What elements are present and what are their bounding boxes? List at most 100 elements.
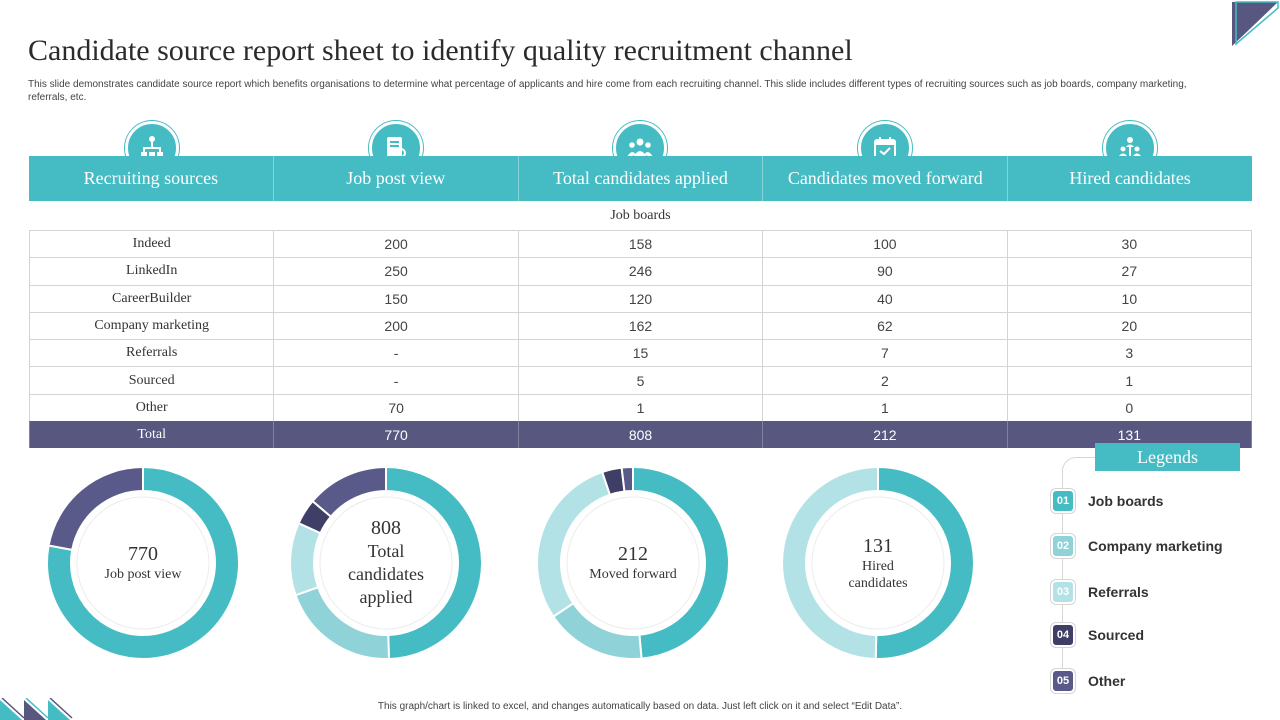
donut-chart-moved-forward: 212 Moved forward (535, 465, 731, 661)
total-cell: 212 (763, 421, 1008, 449)
header-hired-candidates: Hired candidates (1069, 168, 1191, 188)
header-total-candidates-applied: Total candidates applied (519, 156, 764, 201)
total-cell: 770 (274, 421, 519, 449)
donut-slice-other (47, 465, 144, 552)
table-cell: 162 (519, 312, 764, 340)
legend-connector (1062, 457, 1095, 687)
legend-item-sourced: 04 Sourced (1051, 623, 1144, 647)
table-row: Other 70 1 1 0 (29, 393, 1253, 422)
table-cell: 200 (274, 312, 519, 340)
table-cell: 150 (274, 285, 519, 312)
donut-slice-job-boards (46, 465, 240, 660)
section-label: Job boards (610, 207, 671, 223)
table-cell: 0 (1008, 394, 1253, 422)
donut-value: 808 (371, 517, 401, 539)
page-title: Candidate source report sheet to identif… (28, 34, 853, 67)
table-row: CareerBuilder 150 120 40 10 (29, 284, 1253, 312)
header-candidates-moved-forward: Candidates moved forward (763, 156, 1009, 201)
donut-slice-other (620, 465, 634, 493)
donut-chart-total-candidates-applied: 808 Total candidates applied (288, 465, 484, 661)
table-cell: 90 (763, 258, 1008, 285)
donut-inner-ring (319, 496, 453, 630)
table-cell: 100 (763, 231, 1008, 258)
table-cell: 40 (763, 285, 1008, 312)
table-cell: - (274, 340, 519, 367)
donut-chart-job-post-view: 770 Job post view (45, 465, 241, 661)
legend-label: Job boards (1088, 493, 1164, 509)
table-row: Sourced - 5 2 1 (29, 366, 1253, 394)
table-row: Referrals - 15 7 3 (29, 339, 1253, 367)
table-row: LinkedIn 250 246 90 27 (29, 257, 1253, 285)
table-row: Company marketing 200 162 62 20 (29, 311, 1253, 340)
table-cell: 70 (274, 394, 519, 422)
donut-label: Hired candidates (848, 558, 908, 591)
table-cell: 2 (763, 367, 1008, 394)
table-cell: 246 (519, 258, 764, 285)
donut-inner-ring (566, 496, 700, 630)
table-cell: 15 (519, 340, 764, 367)
donut-inner-ring (76, 496, 210, 630)
table-cell: 5 (519, 367, 764, 394)
legend-item-other: 05 Other (1051, 669, 1125, 693)
table-header: Recruiting sources Job post view Total c… (29, 156, 1252, 201)
donut-value: 212 (618, 543, 648, 565)
total-cell: 808 (519, 421, 764, 449)
table-cell: 62 (763, 312, 1008, 340)
table-cell: LinkedIn (29, 258, 275, 285)
legend-badge: 02 (1051, 534, 1075, 558)
legend-item-company-marketing: 02 Company marketing (1051, 534, 1223, 558)
legend-badge: 04 (1051, 623, 1075, 647)
table-cell: 10 (1008, 285, 1253, 312)
footer-note: This graph/chart is linked to excel, and… (377, 701, 903, 712)
table-cell: Sourced (29, 367, 275, 394)
legend-item-job-boards: 01 Job boards (1051, 489, 1163, 513)
table-cell: 200 (274, 231, 519, 258)
donut-slice-referrals (781, 465, 879, 660)
header-recruiting-sources: Recruiting sources (29, 156, 274, 201)
table-cell: Other (29, 394, 275, 422)
header-job-post-view: Job post view (274, 156, 519, 201)
corner-decoration (1232, 1, 1279, 46)
table-cell: 1 (1008, 367, 1253, 394)
total-row: Total 770 808 212 131 (29, 421, 1253, 449)
donut-slice-job-boards (385, 465, 483, 660)
legend-badge: 01 (1051, 489, 1075, 513)
total-cell: 131 (1008, 421, 1253, 449)
donut-chart-hired-candidates: 131 Hired candidates (780, 465, 976, 661)
corner-decoration (0, 698, 73, 720)
legend-item-referrals: 03 Referrals (1051, 580, 1149, 604)
table-cell: CareerBuilder (29, 285, 275, 312)
table-cell: 1 (519, 394, 764, 422)
legend-badge: 03 (1051, 580, 1075, 604)
table-cell: - (274, 367, 519, 394)
table-cell: Referrals (29, 340, 275, 367)
table-cell: 250 (274, 258, 519, 285)
table-cell: 27 (1008, 258, 1253, 285)
table-cell: Indeed (29, 231, 275, 258)
table-cell: 3 (1008, 340, 1253, 367)
donut-slice-job-boards (874, 465, 976, 660)
donut-inner-ring (811, 496, 945, 630)
legend-label: Referrals (1088, 584, 1149, 600)
donut-value: 131 (863, 534, 893, 557)
table-cell: 120 (519, 285, 764, 312)
donut-value: 770 (128, 543, 158, 565)
donut-label: Moved forward (589, 567, 677, 582)
legend-label: Other (1088, 673, 1126, 689)
legend-label: Company marketing (1088, 538, 1223, 554)
source-report-table: Recruiting sources Job post view Total c… (29, 156, 1253, 449)
table-cell: 1 (763, 394, 1008, 422)
legend-label: Sourced (1088, 627, 1145, 643)
table-cell: 7 (763, 340, 1008, 367)
donut-label: Job post view (104, 567, 182, 582)
donut-slice-other (311, 465, 387, 519)
table-cell: 158 (519, 231, 764, 258)
legend-badge: 05 (1051, 669, 1075, 693)
table-cell: 20 (1008, 312, 1253, 340)
table-row: Indeed 200 158 100 30 (29, 230, 1253, 258)
legend-title: Legends (1095, 443, 1240, 471)
total-cell: Total (29, 421, 275, 449)
table-cell: 30 (1008, 231, 1253, 258)
table-cell: Company marketing (29, 312, 275, 340)
page-subtitle: This slide demonstrates candidate source… (28, 79, 1187, 103)
